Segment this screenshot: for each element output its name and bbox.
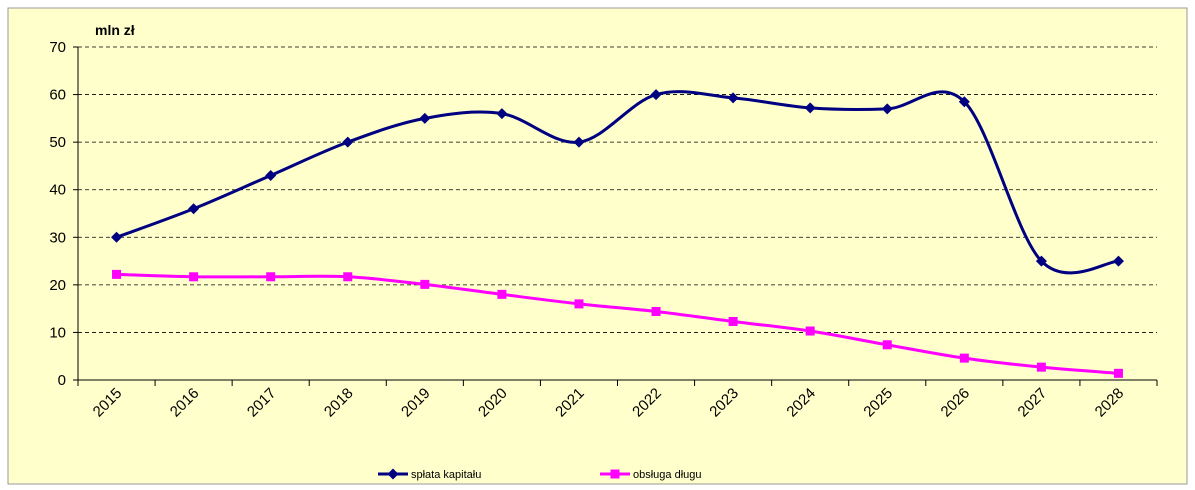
data-point [574,299,584,309]
chart-background [7,7,1188,485]
data-point [805,326,815,336]
y-tick-label: 70 [49,39,66,56]
y-tick-label: 30 [49,229,66,246]
data-point [1035,255,1047,267]
y-tick-label: 40 [49,182,66,199]
legend-label: spłata kapitału [411,469,481,481]
data-point [419,112,431,124]
data-point [112,269,122,279]
data-point [1036,362,1046,372]
data-point [573,136,585,148]
data-point [650,89,662,101]
data-point [188,203,200,215]
data-point [496,108,508,120]
data-point [959,353,969,363]
data-point [1112,255,1124,267]
series-line [116,272,1119,375]
data-point [881,103,893,115]
y-tick-label: 60 [49,87,66,104]
legend-label: obsługa długu [633,469,702,481]
data-point [1113,368,1123,378]
data-point [728,316,738,326]
series-line [116,90,1119,275]
data-point [882,340,892,350]
data-point [189,272,199,282]
legend-marker [387,468,399,480]
data-point [111,231,123,243]
y-tick-label: 50 [49,134,66,151]
data-point [266,272,276,282]
data-point [727,92,739,104]
data-point [265,169,277,181]
y-tick-label: 10 [49,324,66,341]
data-point [651,306,661,316]
data-point [958,96,970,108]
data-point [497,289,507,299]
data-point [342,136,354,148]
data-point [343,272,353,282]
y-axis-title: mln zł [95,22,135,38]
y-tick-label: 0 [58,372,66,389]
y-tick-label: 20 [49,277,66,294]
legend-marker [610,469,620,479]
data-point [420,279,430,289]
data-point [804,102,816,114]
